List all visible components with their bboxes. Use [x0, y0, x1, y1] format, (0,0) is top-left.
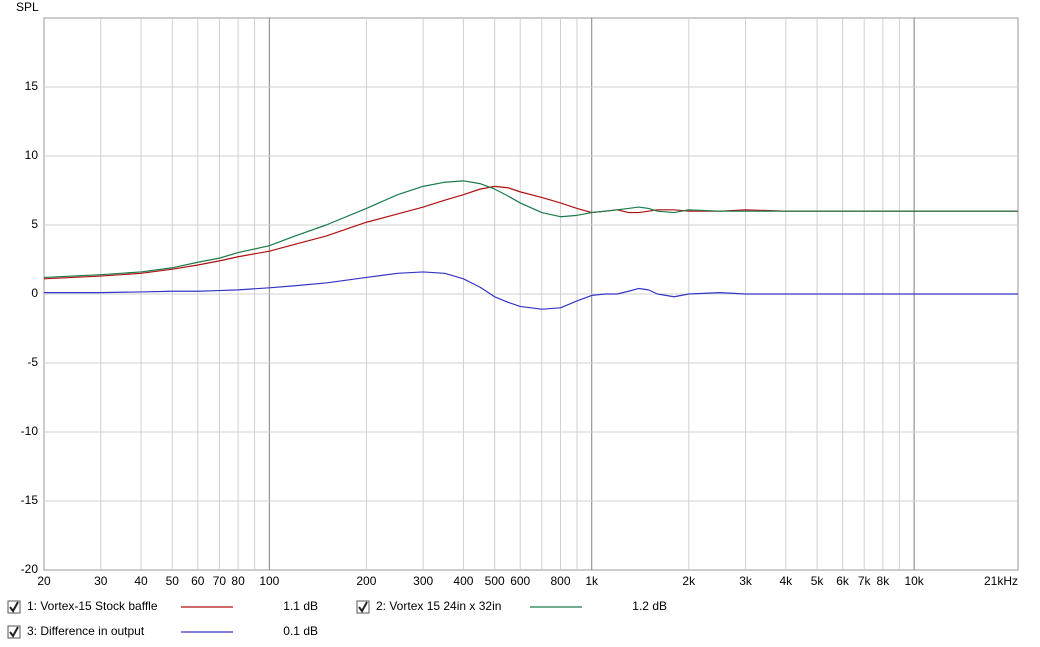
line: [43, 185, 1018, 280]
x-tick-label: 80: [231, 574, 245, 588]
legend-value: 1.2 dB: [632, 599, 667, 613]
legend-value: 1.1 dB: [283, 599, 318, 613]
x-tick-label: 10k: [904, 574, 924, 588]
legend-value: 0.1 dB: [283, 624, 318, 638]
x-tick-label: 200: [356, 574, 376, 588]
y-axis-label: SPL: [16, 0, 39, 14]
x-tick-label: 40: [134, 574, 148, 588]
x-tick-label: 8k: [877, 574, 891, 588]
legend-label: 2: Vortex 15 24in x 32in: [376, 599, 501, 613]
x-tick-label: 2k: [682, 574, 696, 588]
x-tick-label: 600: [510, 574, 530, 588]
x-tick-label: 3k: [739, 574, 753, 588]
legend-label: 3: Difference in output: [27, 624, 145, 638]
legend-checkbox[interactable]: [356, 600, 370, 614]
x-tick-label: 7k: [858, 574, 872, 588]
x-tick-label: 500: [485, 574, 505, 588]
legend-entry: 1: Vortex-15 Stock baffle 1.1 dB: [7, 599, 318, 614]
x-tick-label: 60: [191, 574, 205, 588]
y-tick-label: -15: [21, 493, 39, 507]
y-tick-label: 15: [25, 79, 39, 93]
y-tick-label: -10: [21, 424, 39, 438]
x-tick-label: 5k: [811, 574, 825, 588]
checkbox-check: [358, 601, 368, 613]
legend-entry: 3: Difference in output 0.1 dB: [7, 624, 318, 639]
y-tick-label: -20: [21, 562, 39, 576]
line: [43, 180, 1018, 279]
x-tick-label: 400: [453, 574, 473, 588]
line: [44, 271, 1018, 310]
checkbox-check: [9, 626, 19, 638]
x-tick-label: 21kHz: [984, 574, 1018, 588]
y-tick-label: 10: [25, 148, 39, 162]
x-tick-label: 20: [37, 574, 51, 588]
x-tick-label: 6k: [836, 574, 850, 588]
x-tick-label: 70: [213, 574, 227, 588]
legend-checkbox[interactable]: [7, 625, 21, 639]
x-tick-label: 100: [259, 574, 279, 588]
y-tick-label: 0: [31, 286, 38, 300]
checkbox-check: [9, 601, 19, 613]
legend-entry: 2: Vortex 15 24in x 32in 1.2 dB: [356, 599, 667, 614]
y-tick-label: 5: [31, 217, 38, 231]
legend-checkbox[interactable]: [7, 600, 21, 614]
x-tick-label: 300: [413, 574, 433, 588]
x-tick-label: 30: [94, 574, 108, 588]
legend-label: 1: Vortex-15 Stock baffle: [27, 599, 158, 613]
x-tick-label: 50: [166, 574, 180, 588]
x-tick-label: 1k: [585, 574, 599, 588]
y-tick-label: -5: [27, 355, 38, 369]
x-tick-label: 4k: [779, 574, 793, 588]
x-tick-label: 800: [550, 574, 570, 588]
